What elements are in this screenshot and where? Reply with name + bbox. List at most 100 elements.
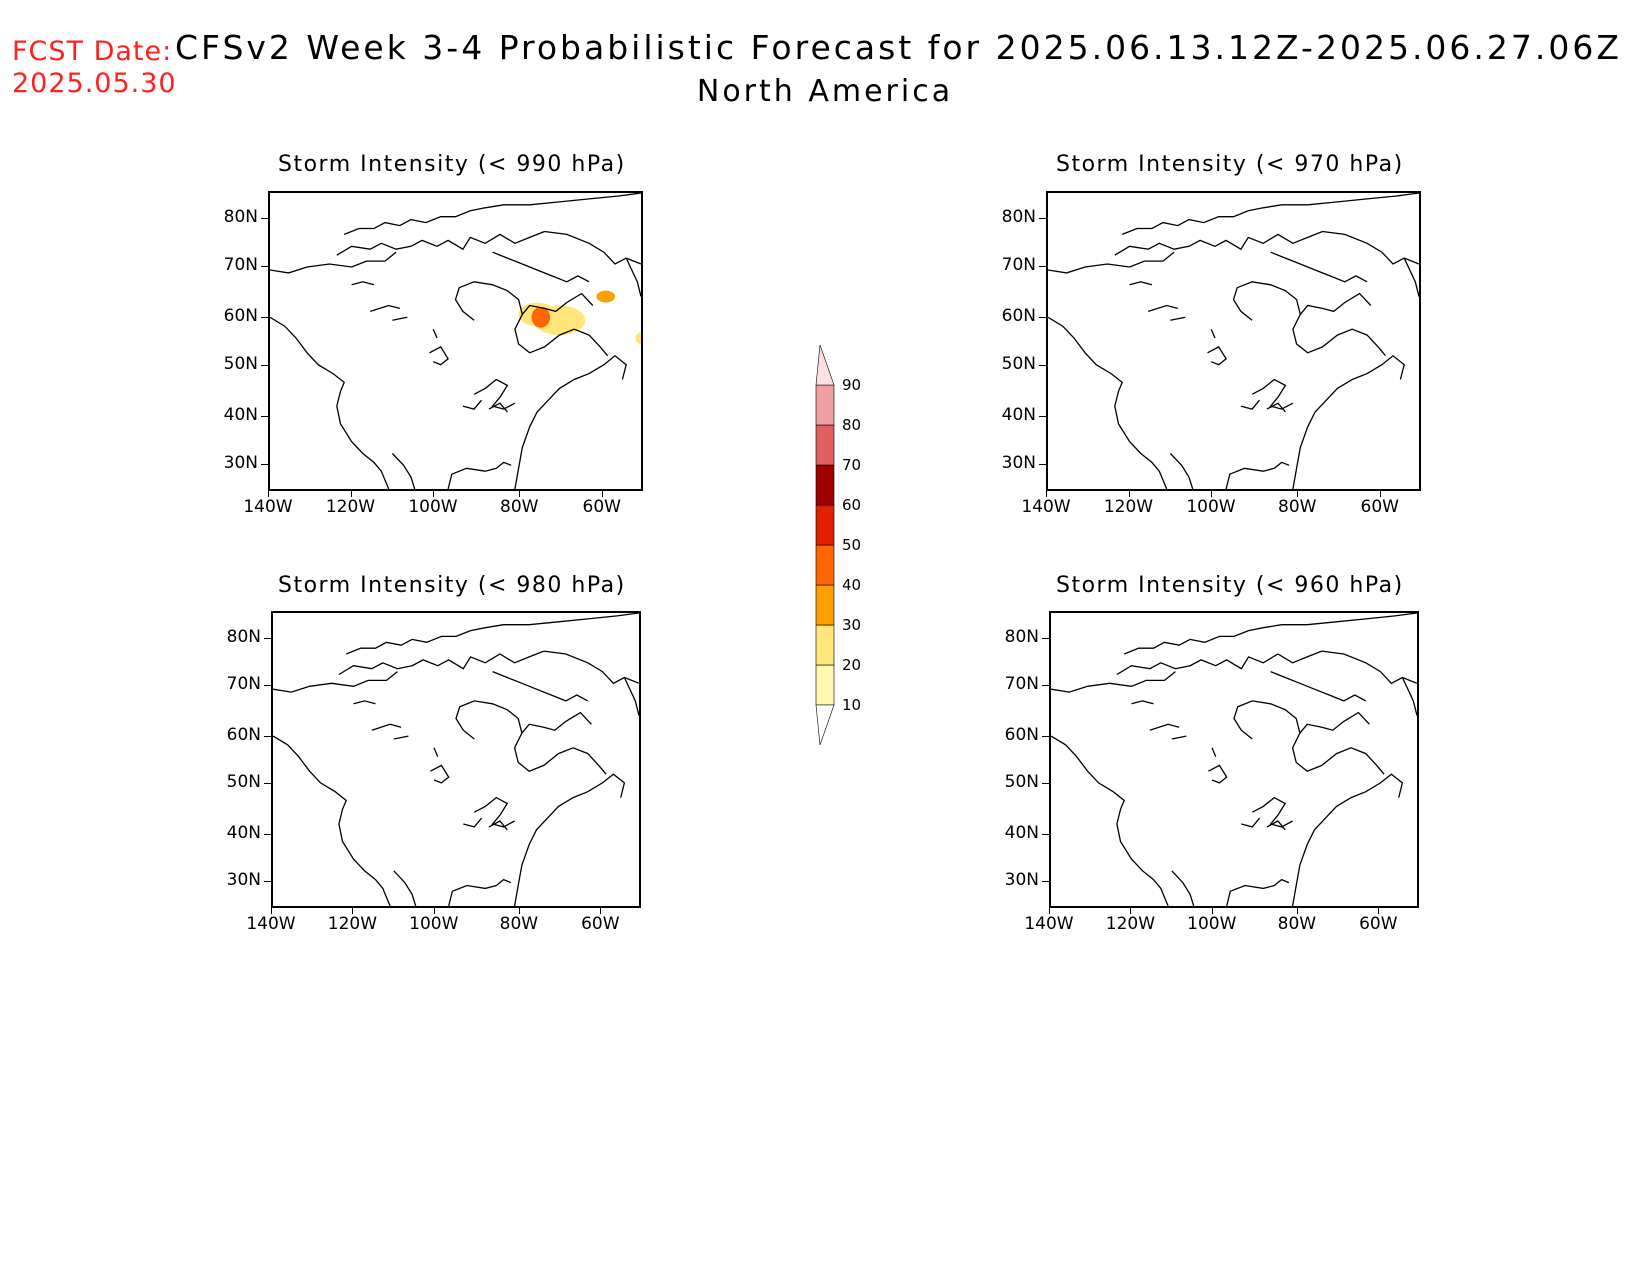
lat-tick	[1042, 637, 1049, 639]
colorbar-segment	[815, 664, 835, 706]
coastline	[1270, 251, 1368, 283]
coastline	[270, 316, 390, 489]
map-960	[1049, 611, 1419, 908]
lat-tick-label: 80N	[1004, 626, 1039, 647]
map-980	[271, 611, 641, 908]
coastline	[623, 677, 639, 716]
coastline	[1114, 230, 1323, 256]
lon-tick-label: 120W	[1103, 497, 1154, 517]
lat-tick	[264, 881, 271, 883]
coastline	[393, 870, 417, 906]
coastline	[1322, 230, 1419, 265]
lat-tick-label: 60N	[226, 724, 261, 745]
coastline	[488, 820, 508, 831]
colorbar-graphic	[815, 344, 835, 746]
lat-tick-label: 50N	[1001, 354, 1036, 374]
lat-tick-label: 60N	[1004, 724, 1039, 745]
coastline	[351, 281, 375, 286]
coastline	[1403, 257, 1419, 297]
colorbar-segment	[815, 544, 835, 586]
coastline	[1051, 735, 1169, 906]
lon-tick-label: 140W	[243, 497, 293, 517]
lon-tick-label: 60W	[1359, 914, 1398, 934]
coastline	[345, 613, 639, 655]
probability-shading	[596, 290, 616, 303]
lon-tick	[1211, 908, 1213, 914]
lon-tick	[268, 491, 269, 497]
probability-shading	[531, 306, 551, 328]
lat-tick	[264, 833, 271, 835]
lon-tick-label: 60W	[582, 497, 621, 517]
coastline	[1233, 700, 1385, 775]
lon-tick	[1378, 908, 1380, 914]
colorbar-level-label: 80	[842, 416, 862, 434]
coastline	[462, 399, 482, 410]
coastline	[273, 671, 398, 693]
lat-tick-label: 30N	[1004, 870, 1039, 891]
coastline	[1131, 700, 1154, 705]
lat-tick	[1042, 783, 1049, 785]
lat-tick	[264, 685, 271, 687]
coastline	[1266, 820, 1286, 831]
lon-tick	[1128, 491, 1130, 497]
lon-tick	[352, 908, 354, 914]
lat-tick-label: 80N	[1001, 207, 1036, 227]
map-canvas	[1051, 613, 1417, 906]
lat-tick	[261, 317, 268, 318]
lon-tick	[600, 908, 602, 914]
lat-tick-label: 80N	[223, 207, 258, 227]
coastline	[448, 878, 512, 906]
lat-tick-label: 40N	[223, 405, 258, 425]
fcst-date-label: FCST Date:	[12, 36, 173, 67]
lat-tick	[261, 464, 268, 465]
coastline	[455, 700, 607, 775]
colorbar-segment	[815, 624, 835, 666]
lon-tick	[1130, 908, 1132, 914]
fcst-date-value: 2025.05.30	[12, 68, 177, 99]
colorbar-bottom-arrow	[815, 704, 835, 746]
lat-tick-label: 70N	[1001, 255, 1036, 275]
colorbar-segment	[815, 464, 835, 506]
lon-tick	[1296, 908, 1298, 914]
lat-tick	[261, 416, 268, 417]
lat-tick-label: 30N	[223, 453, 258, 473]
lon-tick	[1297, 491, 1299, 497]
coastline	[1266, 402, 1286, 413]
coastline	[492, 251, 590, 283]
lat-tick	[261, 365, 268, 366]
coastline	[463, 817, 483, 828]
coastline	[1051, 671, 1176, 693]
lat-tick-label: 50N	[1004, 772, 1039, 793]
panel-title-970: Storm Intensity (< 970 hPa)	[1056, 152, 1404, 177]
coastline	[513, 773, 626, 906]
lon-tick-label: 140W	[1024, 914, 1074, 934]
lat-tick-label: 40N	[1004, 822, 1039, 843]
coastline	[1048, 316, 1168, 489]
coastline	[1225, 461, 1290, 489]
lon-tick-label: 120W	[327, 914, 378, 934]
coastline	[1291, 773, 1404, 906]
colorbar-legend: 10 20 30 40 50 60 70 80 90	[812, 335, 892, 746]
coastline	[492, 670, 589, 702]
coastline	[1251, 796, 1293, 828]
lon-tick-label: 140W	[246, 914, 296, 934]
fcst-date-block: FCST Date: 2025.05.30	[12, 36, 177, 100]
lon-tick-label: 100W	[409, 914, 459, 934]
coastline	[393, 735, 409, 740]
coastline	[392, 316, 408, 321]
coastline	[1123, 613, 1417, 655]
coastline	[521, 711, 592, 734]
lon-tick-label: 100W	[1187, 914, 1237, 934]
colorbar-level-label: 70	[842, 456, 862, 474]
coastline	[336, 230, 545, 256]
coastline	[430, 764, 450, 784]
lon-tick	[433, 491, 434, 497]
coastline	[338, 650, 545, 676]
coastline	[473, 378, 516, 410]
lon-tick-label: 80W	[499, 914, 539, 934]
coastline	[1210, 328, 1216, 339]
lat-tick-label: 40N	[226, 822, 261, 843]
coastline	[1148, 304, 1178, 313]
lat-tick	[264, 637, 271, 639]
coastline	[1116, 650, 1323, 676]
